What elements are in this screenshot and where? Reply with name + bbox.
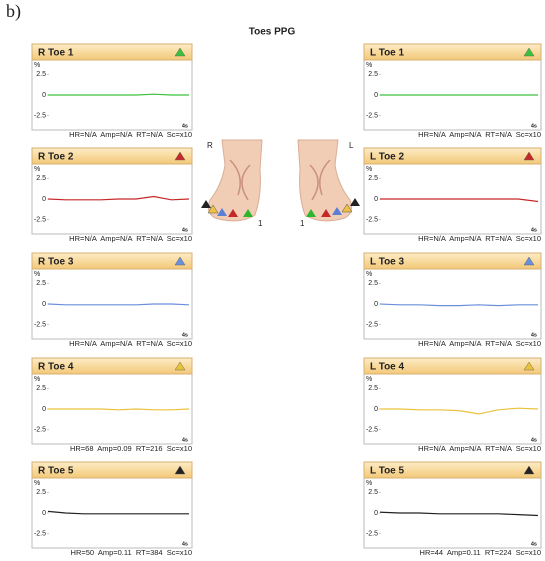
y-tick-label: 0: [374, 510, 378, 517]
panel-title: R Toe 1: [38, 48, 74, 59]
time-scale-label: 4s: [182, 332, 188, 338]
panel-metrics: HR=50 Amp=0.11 RT=384 Sc=x10: [71, 548, 192, 557]
feet-illustration: [201, 140, 360, 221]
y-tick-label: 2.5: [368, 489, 378, 496]
panel-metrics: HR=N/A Amp=N/A RT=N/A Sc=x10: [69, 130, 192, 139]
foot-label: R: [207, 141, 213, 150]
y-tick-label: -2.5: [366, 530, 378, 537]
panel-metrics: HR=68 Amp=0.09 RT=216 Sc=x10: [70, 444, 192, 453]
y-tick-label: 0: [42, 301, 46, 308]
time-scale-label: 4s: [531, 227, 537, 233]
panel-metrics: HR=44 Amp=0.11 RT=224 Sc=x10: [420, 548, 541, 557]
panel-title: L Toe 5: [370, 466, 405, 477]
y-tick-label: -2.5: [366, 216, 378, 223]
y-axis-label: %: [366, 376, 372, 383]
panel-metrics: HR=N/A Amp=N/A RT=N/A Sc=x10: [418, 234, 541, 243]
y-tick-label: 2.5: [36, 489, 46, 496]
y-tick-label: -2.5: [34, 112, 46, 119]
y-tick-label: 2.5: [36, 175, 46, 182]
page-title: Toes PPG: [249, 27, 296, 38]
y-tick-label: 2.5: [368, 280, 378, 287]
y-axis-label: %: [34, 62, 40, 69]
y-axis-label: %: [34, 271, 40, 278]
y-tick-label: 0: [42, 406, 46, 413]
y-tick-label: 0: [374, 301, 378, 308]
panel-metrics: HR=N/A Amp=N/A RT=N/A Sc=x10: [69, 234, 192, 243]
y-axis-label: %: [34, 480, 40, 487]
y-tick-label: 2.5: [368, 175, 378, 182]
panel-title: L Toe 1: [370, 48, 405, 59]
y-axis-label: %: [366, 62, 372, 69]
panel-metrics: HR=N/A Amp=N/A RT=N/A Sc=x10: [418, 130, 541, 139]
y-tick-label: -2.5: [34, 321, 46, 328]
y-tick-label: 0: [374, 406, 378, 413]
time-scale-label: 4s: [182, 227, 188, 233]
figure-label: b): [6, 1, 21, 22]
panel-metrics: HR=N/A Amp=N/A RT=N/A Sc=x10: [418, 444, 541, 453]
panel-title: R Toe 4: [38, 362, 74, 373]
y-axis-label: %: [366, 271, 372, 278]
y-axis-label: %: [34, 166, 40, 173]
time-scale-label: 4s: [531, 541, 537, 547]
y-tick-label: 2.5: [36, 71, 46, 78]
y-tick-label: -2.5: [366, 112, 378, 119]
y-tick-label: -2.5: [34, 426, 46, 433]
y-axis-label: %: [34, 376, 40, 383]
y-tick-label: 2.5: [368, 385, 378, 392]
panel-title: R Toe 5: [38, 466, 74, 477]
toe-label: 1: [258, 219, 263, 228]
panel-title: L Toe 2: [370, 152, 405, 163]
panel-metrics: HR=N/A Amp=N/A RT=N/A Sc=x10: [69, 339, 192, 348]
time-scale-label: 4s: [531, 123, 537, 129]
y-tick-label: 2.5: [368, 71, 378, 78]
y-axis-label: %: [366, 166, 372, 173]
y-tick-label: -2.5: [34, 216, 46, 223]
time-scale-label: 4s: [531, 437, 537, 443]
y-tick-label: 2.5: [36, 280, 46, 287]
panel-title: R Toe 2: [38, 152, 74, 163]
y-tick-label: 0: [42, 92, 46, 99]
time-scale-label: 4s: [182, 541, 188, 547]
panel-title: L Toe 4: [370, 362, 405, 373]
y-tick-label: 0: [42, 196, 46, 203]
y-tick-label: 0: [42, 510, 46, 517]
y-tick-label: -2.5: [366, 426, 378, 433]
toe-label: 1: [300, 219, 305, 228]
y-tick-label: -2.5: [34, 530, 46, 537]
time-scale-label: 4s: [182, 123, 188, 129]
y-tick-label: -2.5: [366, 321, 378, 328]
y-tick-label: 0: [374, 196, 378, 203]
panel-title: R Toe 3: [38, 257, 74, 268]
page: b) Toes PPG R L 1 1 R Toe 1%2.50-2.54sHR…: [0, 0, 545, 561]
time-scale-label: 4s: [182, 437, 188, 443]
time-scale-label: 4s: [531, 332, 537, 338]
y-axis-label: %: [366, 480, 372, 487]
y-tick-label: 2.5: [36, 385, 46, 392]
foot-label: L: [349, 141, 354, 150]
panel-metrics: HR=N/A Amp=N/A RT=N/A Sc=x10: [418, 339, 541, 348]
y-tick-label: 0: [374, 92, 378, 99]
panel-title: L Toe 3: [370, 257, 405, 268]
